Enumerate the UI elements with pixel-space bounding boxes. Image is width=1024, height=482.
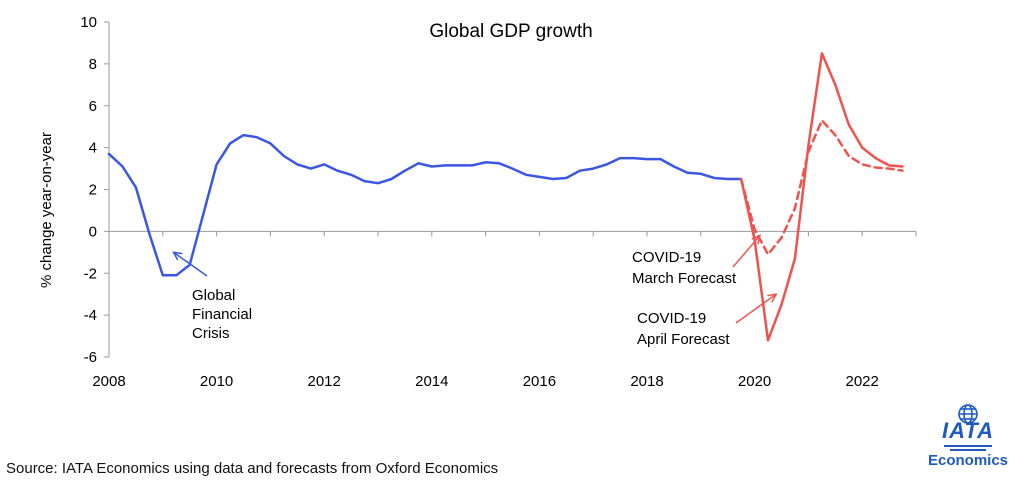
iata-economics-logo: IATA Economics	[916, 404, 1020, 478]
y-tick-label: 2	[89, 182, 97, 199]
y-tick-label: -2	[84, 265, 97, 282]
globe-icon	[958, 404, 978, 424]
y-tick-label: 10	[80, 14, 97, 31]
y-tick-label: 0	[89, 223, 97, 240]
annotations: Global Financial Crisis COVID-19 March Forec…	[174, 236, 777, 348]
series-lines	[107, 52, 904, 342]
y-axis-label: % change year-on-year	[38, 132, 55, 288]
annotation-arrow-march	[732, 236, 760, 268]
annotation-label-april: April Forecast	[637, 331, 730, 348]
y-tick-label: 6	[89, 98, 97, 115]
gdp-growth-chart: Global GDP growth % change year-on-year …	[38, 14, 917, 390]
x-tick-label: 2008	[92, 373, 125, 390]
x-tick-label: 2020	[738, 373, 771, 390]
x-tick-label: 2014	[415, 373, 448, 390]
annotation-label-gfc: Global	[192, 287, 235, 304]
annotation-label-march: COVID-19	[632, 249, 701, 266]
annotation-arrow-april	[735, 294, 776, 324]
logo-stripes	[944, 445, 992, 451]
y-tick-label: -4	[84, 307, 97, 324]
source-note: Source: IATA Economics using data and fo…	[6, 460, 499, 477]
chart-title: Global GDP growth	[429, 21, 592, 42]
axes: -6 -4 -2 0 2 4 6 8 10 2008 2010 2012 2014 2016 2018 202…	[80, 14, 917, 390]
annotation-arrow-gfc	[174, 252, 208, 277]
logo-name: IATA	[941, 418, 995, 443]
series-line-april	[739, 52, 904, 342]
annotation-label-gfc: Financial	[192, 306, 252, 323]
series-line-history	[107, 133, 743, 277]
y-tick-label: 8	[89, 56, 97, 73]
annotation-label-gfc: Crisis	[192, 325, 230, 342]
x-tick-label: 2022	[846, 373, 879, 390]
series-line-march	[739, 119, 904, 256]
x-tick-label: 2010	[200, 373, 233, 390]
logo-subtitle: Economics	[927, 452, 1009, 469]
y-tick-label: -6	[84, 349, 97, 366]
y-tick-label: 4	[89, 140, 97, 157]
x-tick-label: 2018	[630, 373, 663, 390]
x-tick-label: 2016	[523, 373, 556, 390]
x-tick-label: 2012	[308, 373, 341, 390]
annotation-label-april: COVID-19	[637, 310, 706, 327]
annotation-label-march: March Forecast	[632, 270, 737, 287]
